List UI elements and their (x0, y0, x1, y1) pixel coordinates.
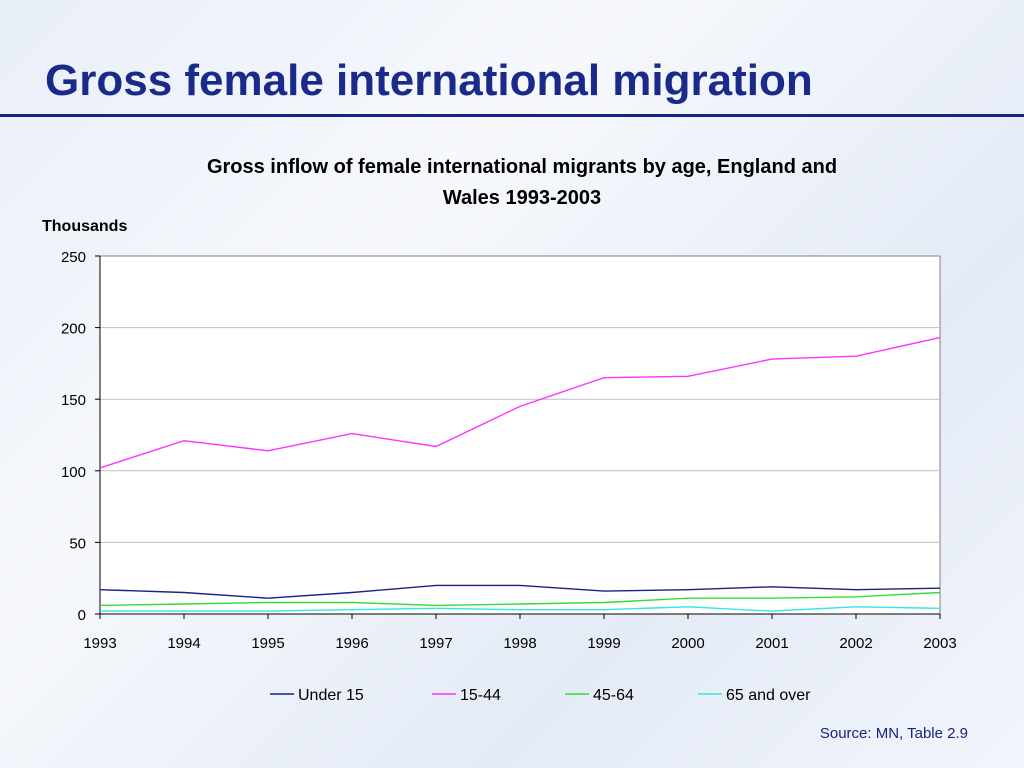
y-tick-label: 150 (61, 392, 86, 409)
series-line-45-64 (99, 591, 941, 607)
slide-title: Gross female international migration (45, 56, 813, 105)
source-note: Source: MN, Table 2.9 (819, 725, 968, 742)
x-tick-label: 2003 (923, 635, 956, 652)
legend-label: Under 15 (298, 687, 364, 704)
x-tick-label: 1998 (503, 635, 536, 652)
chart-title-line-1: Gross inflow of female international mig… (206, 156, 838, 178)
chart-title: Gross inflow of female international mig… (112, 152, 932, 214)
y-axis-label: Thousands (42, 218, 128, 235)
series-line-under-15 (99, 584, 941, 599)
x-tick-label: 1994 (167, 635, 200, 652)
series-line-65-and-over (100, 606, 941, 612)
y-tick-label: 200 (61, 321, 86, 338)
x-tick-label: 2000 (671, 635, 704, 652)
chart-title-line-2: Wales 1993-2003 (442, 187, 602, 209)
y-tick-label: 50 (69, 535, 86, 552)
plot-area (99, 255, 941, 615)
legend-label: 45-64 (593, 687, 634, 704)
x-tick-label: 1993 (83, 635, 116, 652)
legend-label: 65 and over (726, 687, 811, 704)
x-tick-label: 1997 (419, 635, 452, 652)
x-tick-label: 2002 (839, 635, 872, 652)
legend-label: 15-44 (460, 687, 501, 704)
title-divider (0, 114, 1024, 117)
x-tick-label: 1995 (251, 635, 284, 652)
y-tick-label: 0 (78, 607, 86, 624)
y-tick-label: 250 (61, 249, 86, 266)
x-tick-label: 1999 (587, 635, 620, 652)
series-line-15-44 (99, 336, 941, 469)
y-tick-label: 100 (61, 464, 86, 481)
x-tick-label: 2001 (755, 635, 788, 652)
x-tick-label: 1996 (335, 635, 368, 652)
